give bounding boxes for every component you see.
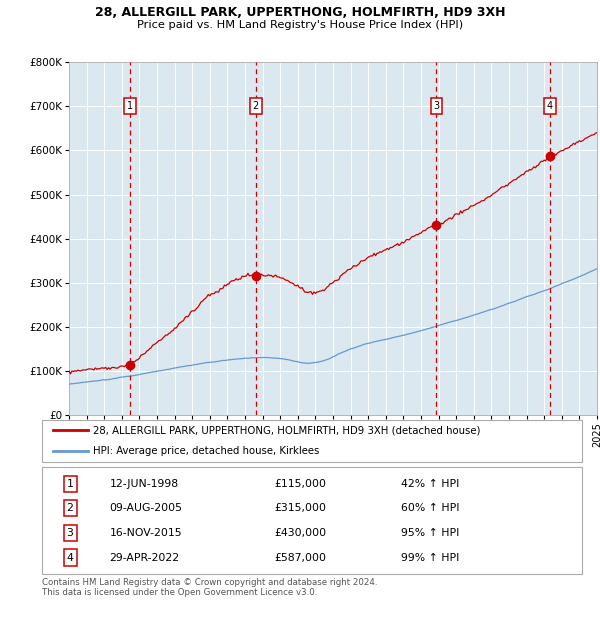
Text: 4: 4 — [547, 101, 553, 111]
Text: 2: 2 — [253, 101, 259, 111]
Text: Price paid vs. HM Land Registry's House Price Index (HPI): Price paid vs. HM Land Registry's House … — [137, 20, 463, 30]
Text: Contains HM Land Registry data © Crown copyright and database right 2024.
This d: Contains HM Land Registry data © Crown c… — [42, 578, 377, 597]
Text: 28, ALLERGILL PARK, UPPERTHONG, HOLMFIRTH, HD9 3XH: 28, ALLERGILL PARK, UPPERTHONG, HOLMFIRT… — [95, 6, 505, 19]
Text: 3: 3 — [433, 101, 440, 111]
Text: 1: 1 — [67, 479, 74, 489]
Text: 28, ALLERGILL PARK, UPPERTHONG, HOLMFIRTH, HD9 3XH (detached house): 28, ALLERGILL PARK, UPPERTHONG, HOLMFIRT… — [94, 425, 481, 435]
FancyBboxPatch shape — [42, 420, 582, 462]
FancyBboxPatch shape — [42, 467, 582, 574]
Text: 1: 1 — [127, 101, 133, 111]
Text: 95% ↑ HPI: 95% ↑ HPI — [401, 528, 460, 538]
Text: 3: 3 — [67, 528, 74, 538]
Text: £315,000: £315,000 — [274, 503, 326, 513]
Text: 60% ↑ HPI: 60% ↑ HPI — [401, 503, 460, 513]
Text: 16-NOV-2015: 16-NOV-2015 — [110, 528, 182, 538]
Text: 42% ↑ HPI: 42% ↑ HPI — [401, 479, 460, 489]
Text: 29-APR-2022: 29-APR-2022 — [110, 552, 179, 562]
Text: 2: 2 — [67, 503, 74, 513]
Text: £430,000: £430,000 — [274, 528, 326, 538]
Text: £587,000: £587,000 — [274, 552, 326, 562]
Text: £115,000: £115,000 — [274, 479, 326, 489]
Text: 4: 4 — [67, 552, 74, 562]
Text: 99% ↑ HPI: 99% ↑ HPI — [401, 552, 460, 562]
Text: HPI: Average price, detached house, Kirklees: HPI: Average price, detached house, Kirk… — [94, 446, 320, 456]
Text: 12-JUN-1998: 12-JUN-1998 — [110, 479, 179, 489]
Text: 09-AUG-2005: 09-AUG-2005 — [110, 503, 182, 513]
